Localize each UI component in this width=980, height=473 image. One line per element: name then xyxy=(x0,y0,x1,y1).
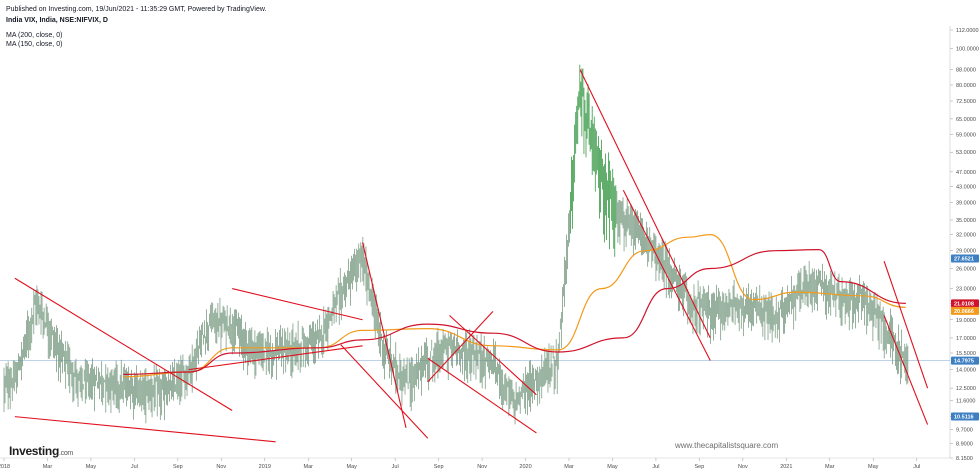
value-badge-label: 21.0108 xyxy=(954,301,974,307)
watermark: www.thecapitalistsquare.com xyxy=(675,441,779,450)
y-axis: 112.0000 100.0000 88.0000 80.0000 72.5000 65.… xyxy=(949,26,979,462)
value-badges: 27.6521 21.0108 20.0666 14.7975 10.5116 xyxy=(951,254,979,421)
y-tick-label: 112.0000 xyxy=(956,28,979,34)
x-tick-label: 2019 xyxy=(259,464,271,470)
y-tick-label: 32.0000 xyxy=(956,233,976,239)
x-tick-label: Nov xyxy=(477,464,487,470)
y-tick-label: 11.6000 xyxy=(956,398,975,404)
x-tick-label: Nov xyxy=(738,464,748,470)
trendline xyxy=(883,260,929,389)
x-tick-label: Mar xyxy=(303,464,313,470)
published-caption: Published on Investing.com, 19/Jun/2021 … xyxy=(6,6,267,13)
ma150-line xyxy=(123,233,906,378)
x-tick-label: Mar xyxy=(43,464,53,470)
y-tick-label: 14.0000 xyxy=(956,368,976,374)
value-badge-label: 27.6521 xyxy=(954,256,974,262)
y-tick-label: 72.5000 xyxy=(956,99,976,105)
x-tick-label: May xyxy=(607,464,618,470)
y-tick-label: 29.0000 xyxy=(956,249,976,255)
x-tick-label: Sep xyxy=(173,464,183,470)
y-tick-label: 19.0000 xyxy=(956,318,976,324)
x-tick-label: Jul xyxy=(652,464,659,470)
moving-average-lines xyxy=(123,233,906,378)
value-badge-label: 10.5116 xyxy=(954,414,974,420)
trendline xyxy=(14,416,276,443)
x-tick-label: 2020 xyxy=(519,464,531,470)
trendline xyxy=(449,315,537,396)
value-badge xyxy=(951,299,979,308)
y-tick-label: 8.1500 xyxy=(956,456,973,462)
y-tick-label: 43.0000 xyxy=(956,184,976,190)
x-tick-label: Mar xyxy=(564,464,574,470)
trendline xyxy=(188,345,363,371)
y-tick-label: 12.5000 xyxy=(956,386,976,392)
x-tick-label: May xyxy=(868,464,879,470)
value-badge xyxy=(951,356,979,365)
trendline xyxy=(340,344,429,439)
price-bars xyxy=(3,64,909,425)
x-tick-label: 2018 xyxy=(0,464,10,470)
x-tick-label: Mar xyxy=(825,464,835,470)
trendline xyxy=(362,242,407,429)
x-tick-label: May xyxy=(347,464,358,470)
value-badge xyxy=(951,254,979,263)
ma200-line xyxy=(123,248,906,375)
ma200-legend: MA (200, close, 0) xyxy=(6,32,63,39)
x-tick-label: Sep xyxy=(434,464,444,470)
y-tick-label: 9.7000 xyxy=(956,428,973,434)
instrument-title: India VIX, India, NSE:NIFVIX, D xyxy=(6,17,108,24)
y-tick-label: 15.5000 xyxy=(956,351,976,357)
x-tick-label: Jul xyxy=(392,464,399,470)
value-badge-label: 14.7975 xyxy=(954,359,974,365)
trendline xyxy=(14,277,233,411)
x-axis: 2018 Mar May Jul Sep Nov 2019 Mar May Jul Sep Nov 20… xyxy=(0,457,950,470)
y-tick-label: 88.0000 xyxy=(956,67,976,73)
y-tick-label: 100.0000 xyxy=(956,47,979,53)
value-badge-label: 20.0666 xyxy=(954,309,974,315)
investing-logo: Investing.com xyxy=(9,444,73,458)
y-tick-label: 80.0000 xyxy=(956,83,976,89)
y-tick-label: 53.0000 xyxy=(956,150,976,156)
x-tick-label: Jul xyxy=(913,464,920,470)
trendline xyxy=(427,311,494,383)
y-tick-label: 17.0000 xyxy=(956,336,976,342)
trendline xyxy=(232,288,363,321)
x-tick-label: 2021 xyxy=(780,464,792,470)
x-tick-label: Sep xyxy=(694,464,704,470)
trendlines xyxy=(14,69,929,443)
trendline xyxy=(883,315,929,425)
y-tick-label: 59.0000 xyxy=(956,133,976,139)
y-tick-label: 39.0000 xyxy=(956,200,976,206)
y-tick-label: 35.0000 xyxy=(956,218,976,224)
y-tick-label: 23.0000 xyxy=(956,287,976,293)
trendline xyxy=(579,69,711,339)
trendline xyxy=(427,357,537,434)
value-badge xyxy=(951,306,979,315)
x-tick-label: May xyxy=(86,464,97,470)
ma150-legend: MA (150, close, 0) xyxy=(6,41,63,48)
x-tick-label: Nov xyxy=(216,464,226,470)
y-tick-label: 26.0000 xyxy=(956,267,976,273)
x-tick-label: Jul xyxy=(131,464,138,470)
trendline xyxy=(622,189,711,361)
value-badge xyxy=(951,412,979,421)
y-tick-label: 65.0000 xyxy=(956,117,976,123)
y-tick-label: 47.0000 xyxy=(956,170,976,176)
y-tick-label: 8.9000 xyxy=(956,442,973,448)
